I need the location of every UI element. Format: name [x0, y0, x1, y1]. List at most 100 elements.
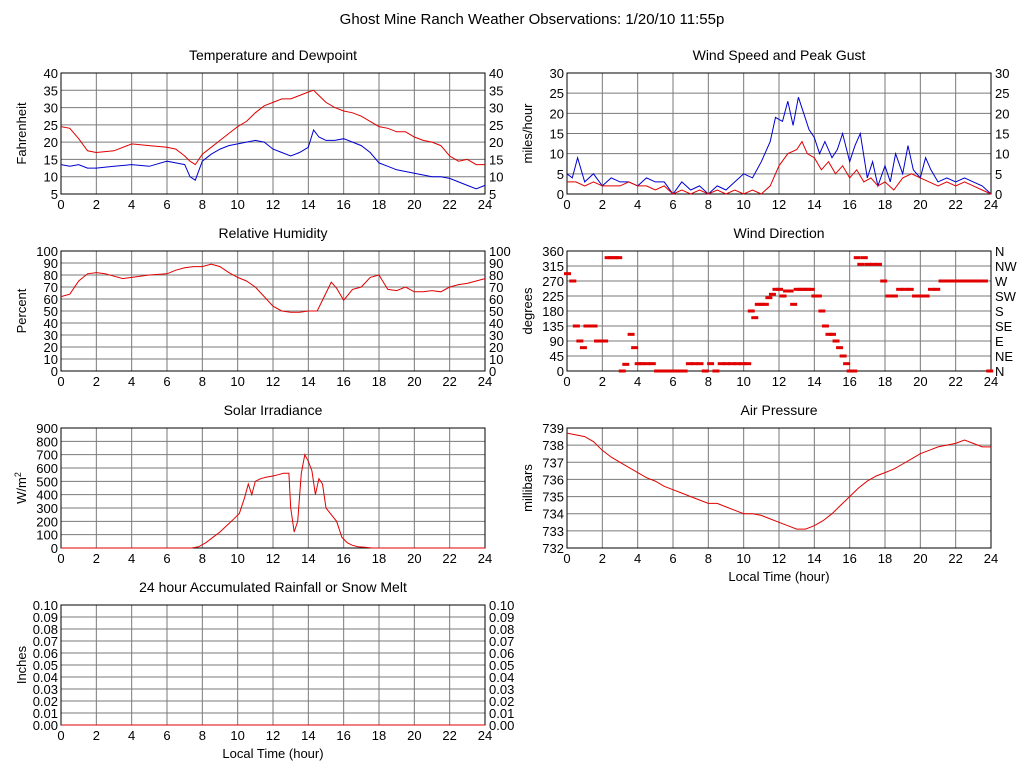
x-tick-label: 18	[372, 374, 386, 389]
data-point	[885, 294, 893, 298]
y-tick-label: 5	[557, 167, 564, 182]
y-tick-label: 80	[44, 268, 58, 283]
data-point	[701, 369, 709, 373]
x-tick-label: 4	[128, 197, 135, 212]
data-point	[758, 302, 766, 306]
x-tick-label: 4	[634, 197, 641, 212]
data-point	[564, 272, 571, 276]
data-point	[776, 287, 783, 291]
data-point	[965, 279, 973, 283]
x-tick-label: 20	[407, 728, 421, 743]
data-point	[821, 324, 829, 328]
y-tick-label-right: 40	[489, 316, 503, 331]
series-line-red	[60, 263, 486, 313]
x-tick-label: 12	[266, 197, 280, 212]
data-point	[597, 339, 605, 343]
data-point	[832, 339, 840, 343]
x-tick-label: 18	[878, 197, 892, 212]
y-tick-label: 70	[44, 280, 58, 295]
y-tick-label: 30	[550, 66, 564, 81]
data-point	[846, 369, 854, 373]
y-tick-label: 135	[542, 319, 564, 334]
data-point	[761, 302, 769, 306]
data-point	[631, 346, 639, 350]
data-point	[691, 362, 699, 366]
x-tick-label: 4	[128, 728, 135, 743]
data-point	[772, 287, 780, 291]
x-tick-label: 12	[772, 374, 786, 389]
data-point	[751, 316, 759, 320]
y-tick-label-right: 0.06	[489, 646, 514, 661]
series-line-blue	[566, 97, 992, 195]
y-tick-label-right: SW	[995, 289, 1017, 304]
data-point	[717, 362, 725, 366]
data-point	[738, 362, 746, 366]
data-point	[829, 332, 836, 336]
x-tick-label: 6	[669, 374, 676, 389]
y-tick-label-right: 10	[489, 352, 503, 367]
y-tick-label-right: 25	[489, 118, 503, 133]
x-tick-label: 6	[163, 374, 170, 389]
y-tick-label: 900	[36, 421, 58, 436]
data-point	[864, 262, 872, 266]
x-tick-label: 2	[93, 197, 100, 212]
x-tick-label: 2	[93, 551, 100, 566]
data-point	[685, 362, 693, 366]
data-point	[959, 279, 967, 283]
temp-ylabel: Fahrenheit	[14, 102, 29, 165]
y-tick-label: 270	[542, 274, 564, 289]
x-tick-label: 18	[372, 197, 386, 212]
x-tick-label: 24	[478, 374, 492, 389]
y-tick-label-right: 40	[489, 66, 503, 81]
y-tick-label: 0.02	[33, 694, 58, 709]
x-tick-label: 24	[984, 197, 998, 212]
data-point	[659, 369, 667, 373]
x-tick-label: 0	[57, 551, 64, 566]
x-tick-label: 10	[230, 197, 244, 212]
series-line-red	[566, 432, 991, 530]
x-tick-label: 0	[563, 551, 570, 566]
y-tick-label-right: 25	[995, 86, 1009, 101]
y-tick-label: 15	[550, 127, 564, 142]
x-tick-label: 22	[948, 374, 962, 389]
x-tick-label: 24	[478, 197, 492, 212]
data-point	[890, 294, 898, 298]
data-point	[765, 296, 773, 300]
x-tick-label: 2	[93, 374, 100, 389]
x-tick-label: 0	[57, 197, 64, 212]
data-point	[634, 362, 642, 366]
solar-frame	[60, 427, 486, 549]
y-tick-label: 800	[36, 434, 58, 449]
series-line-red	[61, 453, 485, 549]
x-tick-label: 6	[163, 551, 170, 566]
y-tick-label-right: 30	[489, 101, 503, 116]
y-tick-label: 90	[550, 334, 564, 349]
y-tick-label: 60	[44, 292, 58, 307]
data-point	[618, 369, 626, 373]
x-tick-label: 8	[199, 197, 206, 212]
data-point	[648, 362, 656, 366]
solar-ylabel: W/m2	[13, 472, 29, 504]
y-tick-label: 0.05	[33, 658, 58, 673]
x-tick-label: 10	[736, 374, 750, 389]
y-tick-label: 10	[550, 147, 564, 162]
data-point	[590, 324, 598, 328]
y-tick-label-right: 0.01	[489, 706, 514, 721]
temp-frame	[60, 72, 486, 195]
x-tick-label: 10	[736, 551, 750, 566]
x-tick-label: 18	[878, 551, 892, 566]
y-tick-label-right: 100	[489, 244, 511, 259]
y-tick-label-right: 0.07	[489, 634, 514, 649]
y-tick-label: 30	[44, 328, 58, 343]
x-tick-label: 22	[442, 551, 456, 566]
data-point	[723, 362, 730, 366]
y-tick-label-right: 20	[489, 340, 503, 355]
data-point	[627, 332, 635, 336]
x-tick-label: 0	[563, 374, 570, 389]
solar-title: Solar Irradiance	[224, 402, 323, 418]
y-tick-label: 360	[542, 244, 564, 259]
data-point	[970, 279, 978, 283]
y-tick-label: 0.01	[33, 706, 58, 721]
